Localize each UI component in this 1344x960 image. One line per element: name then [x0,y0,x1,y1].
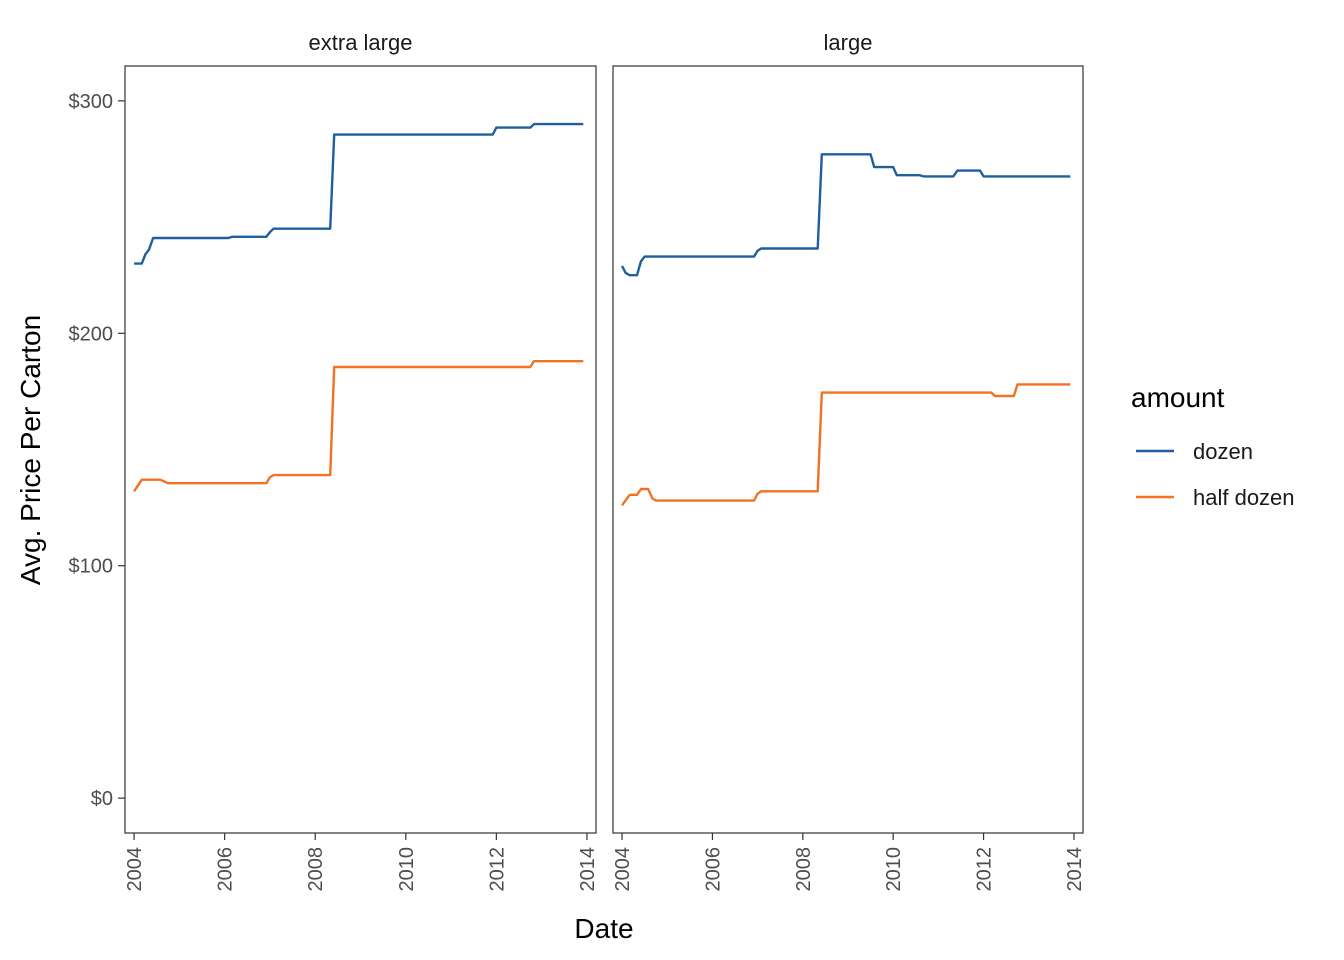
panels-layer: extra large $0 $100 $200 $300 2004 2006 2008 201… [69,30,1086,892]
x-axis-title: Date [574,913,633,944]
panel-border [612,65,1084,834]
x-tick-label: 2014 [577,847,599,892]
panel-title: large [824,30,873,55]
y-axis-title: Avg. Price Per Carton [15,315,46,585]
x-tick-label: 2006 [215,847,237,892]
panel-1: extra large $0 $100 $200 $300 2004 2006 2008 201… [69,30,599,892]
x-tick-label: 2014 [1064,847,1086,892]
y-tick-label: $300 [69,91,114,113]
x-tick-label: 2008 [305,847,327,892]
y-tick-label: $100 [69,556,114,578]
legend-label: half dozen [1193,485,1295,510]
panel-title: extra large [309,30,413,55]
x-tick-label: 2006 [702,847,724,892]
series-line-dozen [620,153,1071,277]
legend-title: amount [1131,382,1225,413]
series-line-half-dozen [621,383,1071,507]
panel-border [124,65,597,834]
x-tick-label: 2012 [974,847,996,892]
panel-2: large 2004 2006 2008 2010 2012 2014 [612,30,1086,892]
legend-label: dozen [1193,439,1253,464]
x-tick-label: 2010 [396,847,418,892]
x-tick-label: 2010 [883,847,905,892]
y-tick-label: $0 [91,788,113,810]
x-tick-label: 2012 [486,847,508,892]
x-tick-label: 2008 [793,847,815,892]
y-tick-label: $200 [69,323,114,345]
legend: amount dozen half dozen [1131,382,1295,510]
legend-entries: dozen half dozen [1136,439,1295,510]
x-tick-label: 2004 [124,847,146,892]
series-line-dozen [134,122,584,265]
x-tick-label: 2004 [612,847,634,892]
series-line-half-dozen [133,360,584,492]
